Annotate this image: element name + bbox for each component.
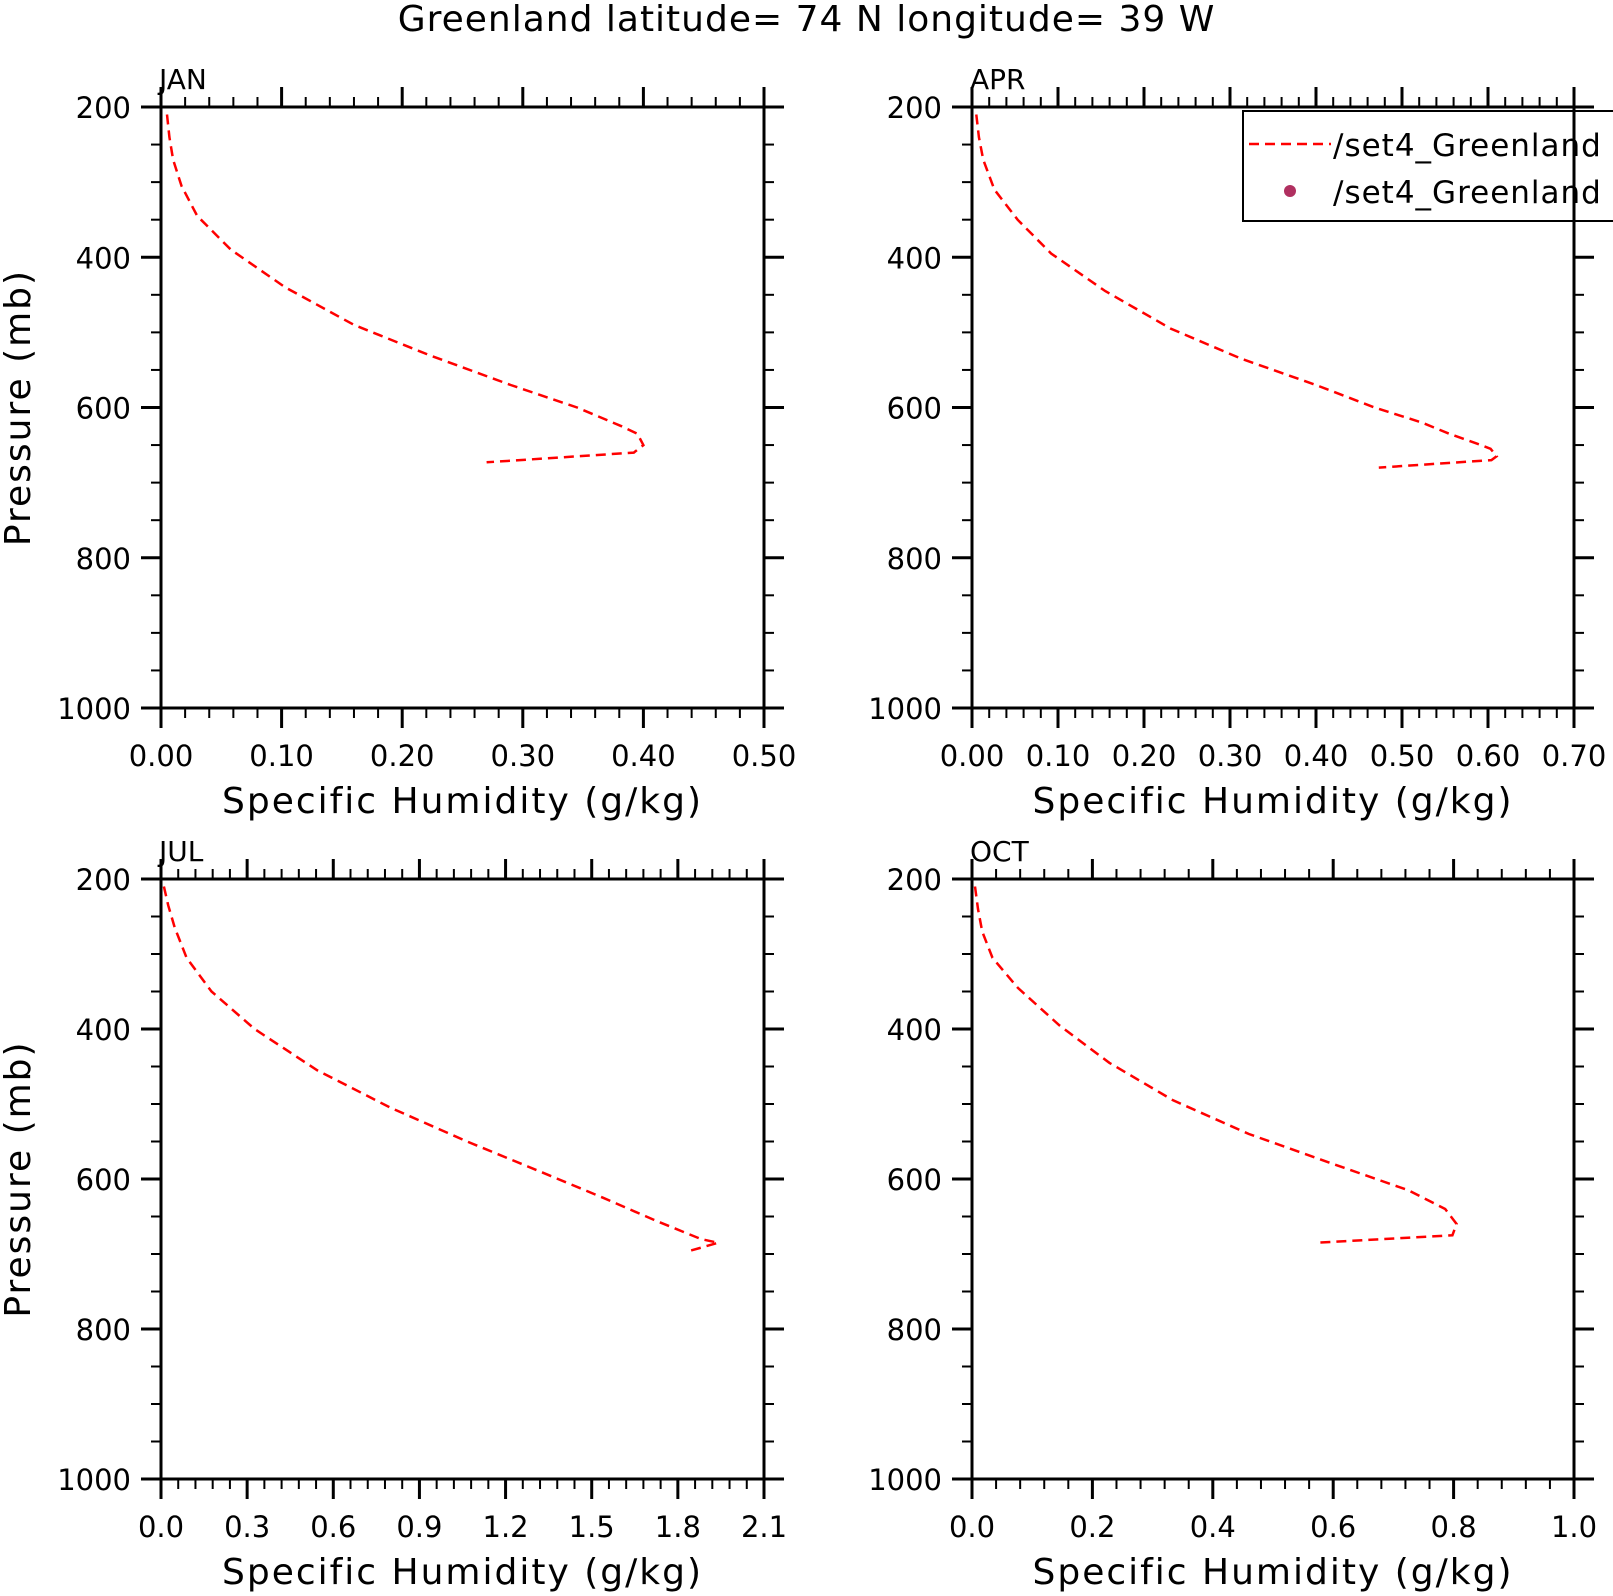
y-tick-label: 200 bbox=[887, 91, 942, 125]
x-tick-label: 0.20 bbox=[370, 739, 435, 773]
x-tick-label: 1.8 bbox=[655, 1510, 701, 1544]
x-tick-label: 1.2 bbox=[483, 1510, 529, 1544]
x-tick-label: 0.3 bbox=[224, 1510, 270, 1544]
y-tick-label: 800 bbox=[887, 542, 942, 576]
x-tick-label: 0.00 bbox=[940, 739, 1005, 773]
page-title: Greenland latitude= 74 N longitude= 39 W bbox=[397, 0, 1216, 40]
y-tick-label: 1000 bbox=[57, 692, 131, 726]
y-axis-label: Pressure (mb) bbox=[0, 1040, 39, 1317]
plot-frame bbox=[159, 877, 766, 1481]
x-tick-label: 0.6 bbox=[310, 1510, 356, 1544]
panel-apr: 0.00 0.10 0.20 0.30 0.40 0.50 0.60 0.70 200 400 60… bbox=[868, 63, 1606, 822]
x-tick-label: 0.40 bbox=[1284, 739, 1349, 773]
y-tick-label: 1000 bbox=[868, 692, 942, 726]
panel-title: OCT bbox=[970, 835, 1030, 868]
panel-title: JUL bbox=[157, 835, 204, 868]
y-tick-label: 1000 bbox=[868, 1463, 942, 1497]
y-tick-label: 800 bbox=[76, 542, 131, 576]
y-tick-label: 800 bbox=[76, 1313, 131, 1347]
y-tick-label: 600 bbox=[76, 392, 131, 426]
y-tick-label: 200 bbox=[76, 91, 131, 125]
series-line bbox=[162, 886, 719, 1254]
x-tick-label: 0.2 bbox=[1069, 1510, 1115, 1544]
x-tick-label: 0.40 bbox=[611, 739, 676, 773]
legend-label: /set4_Greenland bbox=[1333, 128, 1602, 164]
panel-title: JAN bbox=[157, 63, 207, 96]
legend-label: /set4_Greenland bbox=[1333, 175, 1602, 211]
y-tick-label: 600 bbox=[887, 1163, 942, 1197]
series-line bbox=[975, 114, 1499, 469]
x-tick-label: 0.20 bbox=[1112, 739, 1177, 773]
legend: /set4_Greenland/set4_Greenland bbox=[1242, 110, 1613, 222]
y-tick-label: 600 bbox=[76, 1163, 131, 1197]
legend-dot-swatch bbox=[1284, 185, 1296, 197]
x-tick-label: 0.30 bbox=[491, 739, 556, 773]
y-tick-label: 200 bbox=[887, 863, 942, 897]
y-tick-label: 200 bbox=[76, 863, 131, 897]
x-tick-label: 0.9 bbox=[396, 1510, 442, 1544]
y-tick-label: 400 bbox=[76, 241, 131, 275]
y-tick-label: 1000 bbox=[57, 1463, 131, 1497]
panel-jul: 0.0 0.3 0.6 0.9 1.2 1.5 1.8 2.1 200 400 600 800 1000… bbox=[0, 835, 787, 1593]
x-tick-label: 1.5 bbox=[569, 1510, 615, 1544]
x-tick-label: 0.30 bbox=[1198, 739, 1263, 773]
legend-box bbox=[1242, 110, 1613, 222]
x-tick-label: 0.00 bbox=[129, 739, 194, 773]
x-axis-label: Specific Humidity (g/kg) bbox=[222, 781, 703, 822]
x-tick-label: 0.0 bbox=[138, 1510, 184, 1544]
series-line bbox=[165, 114, 645, 464]
x-tick-label: 0.4 bbox=[1190, 1510, 1236, 1544]
x-tick-label: 0.10 bbox=[1026, 739, 1091, 773]
y-tick-label: 400 bbox=[76, 1013, 131, 1047]
x-tick-label: 0.70 bbox=[1542, 739, 1607, 773]
plot-frame bbox=[970, 877, 1576, 1481]
plot-frame bbox=[159, 105, 766, 710]
y-tick-label: 400 bbox=[887, 1013, 942, 1047]
x-tick-label: 1.0 bbox=[1551, 1510, 1597, 1544]
x-tick-label: 0.50 bbox=[732, 739, 797, 773]
x-axis-label: Specific Humidity (g/kg) bbox=[1032, 781, 1513, 822]
series-line bbox=[973, 886, 1459, 1245]
x-tick-label: 0.50 bbox=[1370, 739, 1435, 773]
x-axis-label: Specific Humidity (g/kg) bbox=[222, 1552, 703, 1593]
x-axis-label: Specific Humidity (g/kg) bbox=[1032, 1552, 1513, 1593]
panel-jan: 0.00 0.10 0.20 0.30 0.40 0.50 200 400 600 800 1000… bbox=[0, 63, 796, 822]
y-tick-label: 600 bbox=[887, 392, 942, 426]
x-tick-label: 0.6 bbox=[1310, 1510, 1356, 1544]
x-tick-label: 0.8 bbox=[1431, 1510, 1477, 1544]
x-tick-label: 0.0 bbox=[949, 1510, 995, 1544]
x-tick-label: 0.10 bbox=[249, 739, 314, 773]
y-axis-label: Pressure (mb) bbox=[0, 269, 39, 546]
y-tick-label: 400 bbox=[887, 241, 942, 275]
panel-title: APR bbox=[970, 63, 1026, 96]
y-tick-label: 800 bbox=[887, 1313, 942, 1347]
x-tick-label: 2.1 bbox=[741, 1510, 787, 1544]
x-tick-label: 0.60 bbox=[1456, 739, 1521, 773]
panel-oct: 0.0 0.2 0.4 0.6 0.8 1.0 200 400 600 800 1000 OCT Spe… bbox=[868, 835, 1597, 1593]
